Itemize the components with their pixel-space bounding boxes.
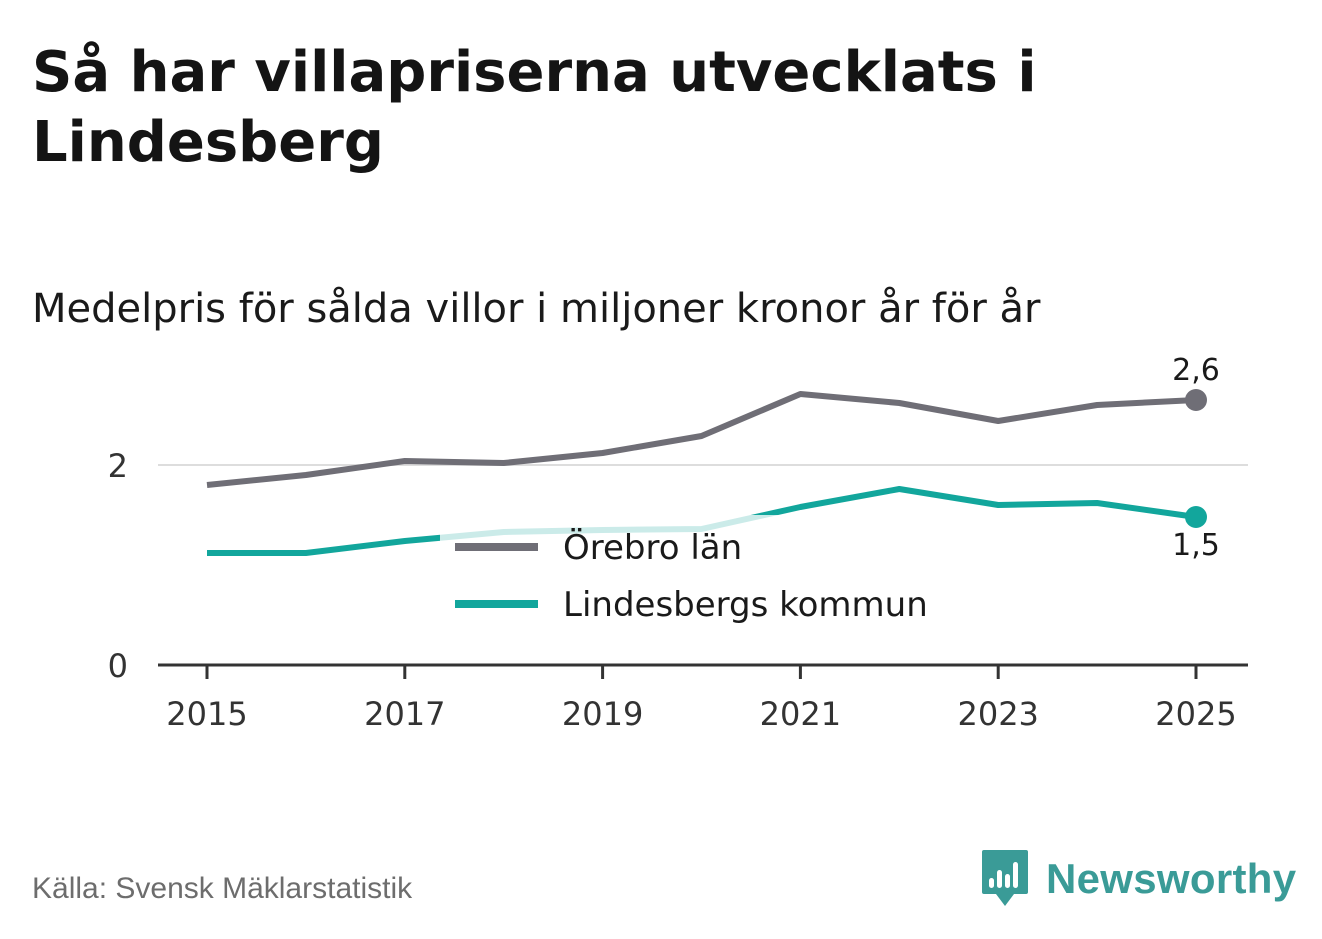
legend-label: Lindesbergs kommun [563, 585, 928, 625]
brand-name: Newsworthy [1046, 855, 1297, 902]
chart-subtitle: Medelpris för sålda villor i miljoner kr… [32, 286, 1041, 332]
y-axis: 02 [108, 447, 128, 685]
x-tick-label: 2021 [760, 695, 841, 733]
x-tick-label: 2019 [562, 695, 643, 733]
series-end-point [1185, 389, 1207, 411]
series-end-point [1185, 506, 1207, 528]
x-tick-label: 2025 [1155, 695, 1236, 733]
newsworthy-logo-icon [982, 850, 1028, 906]
end-labels: 2,6 1,5 [1172, 353, 1220, 563]
chart-title: Så har villapriserna utvecklats i Lindes… [32, 40, 1037, 175]
x-axis: 2015 2017 2019 2021 2023 2025 [158, 663, 1248, 733]
end-value-label: 2,6 [1172, 353, 1220, 388]
brand: Newsworthy [980, 848, 1296, 910]
x-tick-label: 2015 [166, 695, 247, 733]
y-tick-label: 2 [108, 447, 128, 485]
x-tick-label: 2023 [957, 695, 1038, 733]
x-tick-label: 2017 [364, 695, 445, 733]
end-value-label: 1,5 [1172, 528, 1220, 563]
legend-label: Örebro län [563, 527, 742, 568]
legend-background [440, 515, 960, 633]
legend: Örebro län Lindesbergs kommun [440, 515, 960, 633]
source-note: Källa: Svensk Mäklarstatistik [32, 872, 413, 905]
series-line-orebro [206, 391, 1197, 488]
y-tick-label: 0 [108, 647, 128, 685]
